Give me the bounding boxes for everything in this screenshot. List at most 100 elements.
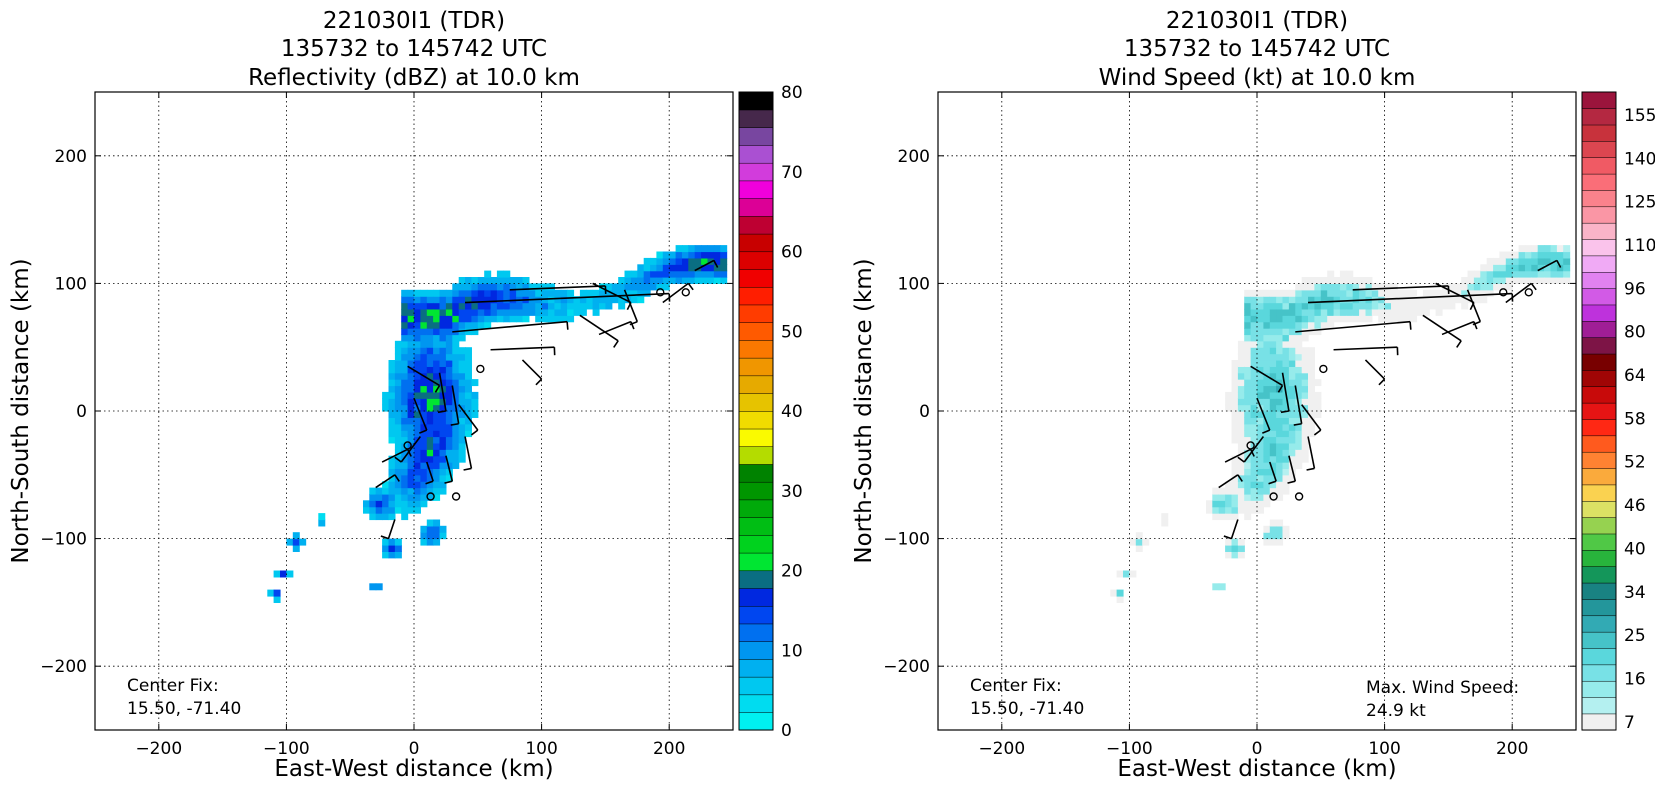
field-cell xyxy=(439,474,447,482)
field-cell xyxy=(407,379,415,387)
field-cell xyxy=(426,372,434,380)
field-cell xyxy=(394,449,402,457)
field-cell xyxy=(426,487,434,495)
field-cell xyxy=(1339,302,1347,310)
field-cell xyxy=(637,264,645,272)
field-cell xyxy=(1231,417,1239,425)
field-cell xyxy=(1365,283,1373,291)
wind-barb xyxy=(1281,372,1290,412)
field-cell xyxy=(1537,277,1545,284)
field-cell xyxy=(401,379,409,387)
field-cell xyxy=(401,411,409,418)
field-cell xyxy=(1365,277,1373,284)
field-cell xyxy=(1556,251,1564,259)
field-cell xyxy=(1269,308,1277,316)
field-cell xyxy=(1269,391,1277,399)
field-cell xyxy=(1467,277,1475,284)
field-cell xyxy=(433,379,441,387)
field-cell xyxy=(1244,493,1252,501)
field-cell xyxy=(1257,417,1264,425)
field-cell xyxy=(1110,589,1118,597)
left-wind-barbs xyxy=(375,259,719,540)
field-cell xyxy=(1442,296,1449,304)
field-cell xyxy=(452,442,460,450)
field-cell xyxy=(1263,442,1271,450)
field-cell xyxy=(1263,493,1271,501)
field-cell xyxy=(433,538,441,546)
field-cell xyxy=(1244,366,1252,374)
field-cell xyxy=(401,500,409,508)
field-cell xyxy=(465,385,472,393)
colorbar-segment xyxy=(1581,206,1617,224)
field-cell xyxy=(420,436,428,444)
field-cell xyxy=(1359,283,1367,291)
y-tick-label: 0 xyxy=(919,402,930,422)
field-cell xyxy=(407,353,415,361)
field-cell xyxy=(394,411,402,418)
field-cell xyxy=(286,538,294,546)
colorbar-tick-label: 40 xyxy=(781,402,803,422)
field-cell xyxy=(1550,251,1558,259)
field-cell xyxy=(1231,404,1239,412)
field-cell xyxy=(414,308,421,316)
field-cell xyxy=(369,493,377,501)
field-cell xyxy=(414,366,421,374)
field-cell xyxy=(1257,315,1264,323)
field-cell xyxy=(1301,353,1309,361)
field-cell xyxy=(414,385,421,393)
field-cell xyxy=(1263,525,1271,533)
field-cell xyxy=(1461,277,1469,284)
field-cell xyxy=(1257,481,1264,489)
colorbar-tick-label: 96 xyxy=(1624,279,1646,299)
colorbar-tick-label: 64 xyxy=(1624,366,1646,386)
colorbar-segment xyxy=(1581,484,1617,502)
field-cell xyxy=(490,283,498,291)
field-cell xyxy=(439,289,447,297)
field-cell xyxy=(1237,430,1245,438)
field-cell xyxy=(1512,270,1520,278)
field-cell xyxy=(1276,525,1284,533)
field-cell xyxy=(1391,283,1398,291)
field-cell xyxy=(1231,551,1239,559)
field-cell xyxy=(682,251,689,259)
field-cell xyxy=(701,264,709,272)
field-cell xyxy=(1429,289,1437,297)
field-cell xyxy=(414,430,421,438)
colorbar-segment xyxy=(738,534,774,554)
colorbar-segment xyxy=(738,339,774,359)
colorbar-tick-label: 7 xyxy=(1624,713,1635,733)
field-cell xyxy=(414,302,421,310)
field-cell xyxy=(363,506,370,514)
field-cell xyxy=(420,379,428,387)
field-cell xyxy=(1314,308,1322,316)
field-cell xyxy=(1320,277,1328,284)
field-cell xyxy=(1422,302,1430,310)
field-cell xyxy=(1123,570,1130,578)
colorbar-segment xyxy=(738,605,774,625)
field-cell xyxy=(1333,283,1341,291)
field-cell xyxy=(420,302,428,310)
field-cell xyxy=(401,334,409,342)
field-cell xyxy=(445,436,453,444)
field-cell xyxy=(1244,455,1252,463)
field-cell xyxy=(1282,417,1290,425)
field-cell xyxy=(458,283,466,291)
field-cell xyxy=(292,532,300,540)
field-cell xyxy=(1461,289,1469,297)
field-cell xyxy=(1493,264,1501,272)
field-cell xyxy=(414,468,421,476)
field-cell xyxy=(394,493,402,501)
field-cell xyxy=(382,391,390,399)
field-cell xyxy=(471,411,479,418)
field-cell xyxy=(420,423,428,431)
field-cell xyxy=(1288,308,1296,316)
field-cell xyxy=(637,296,645,304)
field-cell xyxy=(439,379,447,387)
field-cell xyxy=(1346,270,1354,278)
field-cell xyxy=(675,277,683,284)
field-cell xyxy=(1435,308,1443,316)
field-cell xyxy=(394,468,402,476)
field-cell xyxy=(1320,302,1328,310)
field-cell xyxy=(414,328,421,336)
field-cell xyxy=(465,308,472,316)
